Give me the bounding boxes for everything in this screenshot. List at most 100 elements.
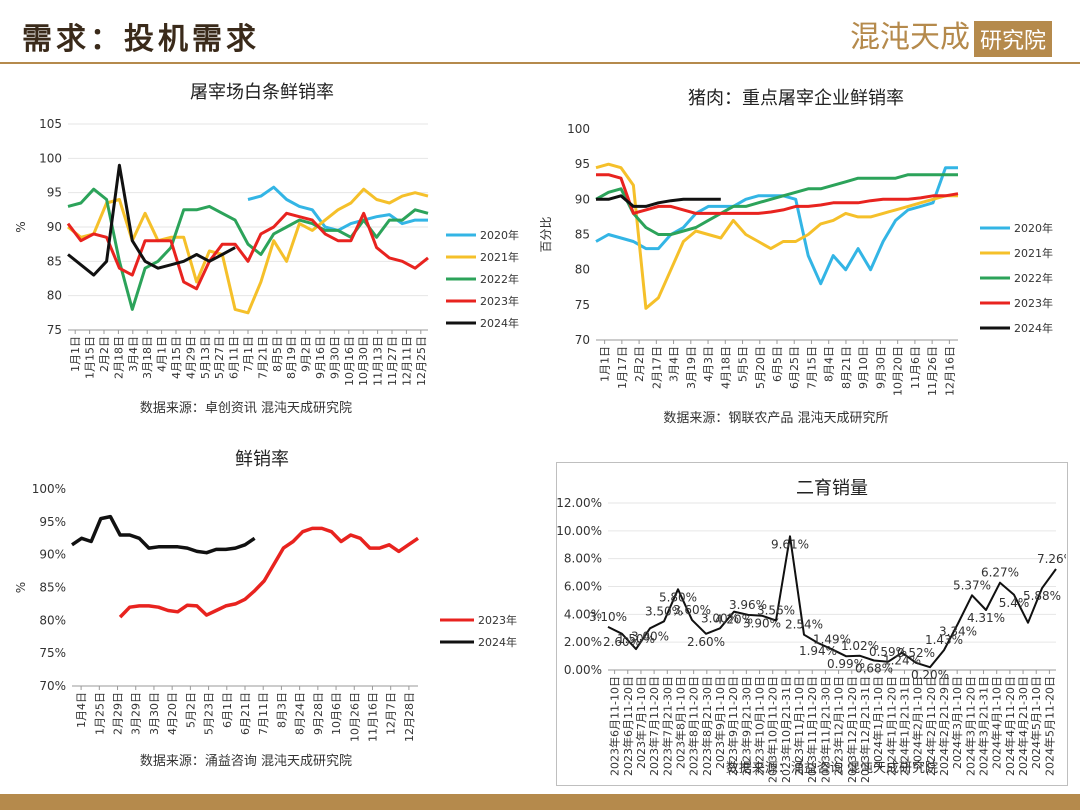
- x-tick-label: 2月29日: [112, 692, 125, 735]
- x-tick-label: 2023年11月11-20日: [805, 676, 819, 783]
- x-tick-label: 2024年1月1-10日: [871, 676, 885, 769]
- source-note: 数据来源：卓创资讯 混沌天成研究院: [140, 401, 352, 416]
- x-tick-label: 2023年7月11-20日: [647, 676, 661, 776]
- y-tick-label: 105: [39, 117, 62, 131]
- chart-secondary-fattening-frame: [556, 462, 1068, 786]
- x-tick-label: 2023年12月21-31日: [858, 676, 872, 783]
- data-label: 5.4%: [999, 596, 1030, 610]
- x-tick-label: 6月11日: [228, 336, 241, 379]
- legend-label-2021: 2021年: [1014, 246, 1053, 260]
- chart-fresh-rate: 鲜销率 70% 75% 80% 85% 90% 95% 100%% 1月4日 1月25日 2月29日…: [0, 440, 540, 794]
- data-label: 9.61%: [771, 537, 809, 551]
- x-tick-label: 2023年9月11-20日: [726, 676, 740, 776]
- x-tick-label: 9月30日: [874, 346, 887, 389]
- data-label: 3.34%: [939, 625, 977, 639]
- series-line-2021: [67, 187, 429, 315]
- x-tick-label: 6月1日: [221, 692, 234, 728]
- x-tick-label: 2023年8月11-20日: [687, 676, 701, 776]
- x-tick-label: 5月5日: [737, 346, 750, 382]
- x-tick-label: 2024年4月21-30日: [1016, 676, 1030, 776]
- y-tick-label: 90: [575, 192, 590, 206]
- x-tick-label: 2023年7月21-30日: [660, 676, 674, 776]
- x-tick-label: 2023年9月21-30日: [739, 676, 753, 776]
- x-tick-label: 11月16日: [366, 692, 379, 742]
- x-tick-label: 12月25日: [415, 336, 428, 386]
- x-tick-label: 2月18日: [112, 336, 125, 379]
- x-tick-label: 2023年7月1-10日: [634, 676, 648, 769]
- x-tick-label: 3月19日: [685, 346, 698, 389]
- x-tick-label: 4月3日: [702, 346, 715, 382]
- data-label: 1.50%: [617, 632, 655, 646]
- x-tick-label: 1月15日: [84, 336, 97, 379]
- x-tick-label: 9月28日: [312, 692, 325, 735]
- x-tick-label: 12月11日: [400, 336, 413, 386]
- x-tick-label: 3月4日: [668, 346, 681, 382]
- x-tick-label: 2024年3月21-31日: [977, 676, 991, 776]
- y-tick-label: 100%: [32, 482, 66, 496]
- legend-label-2020: 2020年: [1014, 221, 1053, 235]
- x-tick-label: 3月4日: [127, 336, 140, 372]
- x-tick-label: 7月1日: [242, 336, 255, 372]
- x-tick-label: 7月11日: [257, 692, 270, 735]
- x-tick-label: 6月25日: [788, 346, 801, 389]
- series-line-2020: [595, 166, 958, 286]
- data-label: 3.00%: [701, 611, 739, 625]
- x-tick-label: 2023年8月21-30日: [700, 676, 714, 776]
- chart-title: 猪肉：重点屠宰企业鲜销率: [688, 88, 904, 109]
- y-tick-label: 100: [39, 151, 62, 165]
- y-tick-label: 95%: [39, 515, 66, 529]
- x-tick-label: 2月2日: [98, 336, 111, 372]
- x-tick-label: 5月2日: [184, 692, 197, 728]
- x-tick-label: 2024年2月11-20日: [924, 676, 938, 776]
- x-tick-label: 3月18日: [141, 336, 154, 379]
- y-tick-label: 80: [575, 263, 590, 277]
- data-label: 0.68%: [855, 662, 893, 676]
- x-tick-label: 1月4日: [75, 692, 88, 728]
- y-axis-label: %: [14, 221, 28, 232]
- data-label: 1.02%: [841, 639, 879, 653]
- x-tick-label: 7月15日: [805, 346, 818, 389]
- series-line-2021: [595, 162, 958, 310]
- y-tick-label: 85: [575, 228, 590, 242]
- source-note: 数据来源：钢联农产品 混沌天成研究所: [663, 411, 888, 426]
- y-tick-label: 4.00%: [564, 607, 602, 621]
- x-tick-label: 2024年5月11-20日: [1042, 676, 1056, 776]
- chart-slaughter-fresh-rate: 屠宰场白条鲜销率 75 80 85 90 95 100 105% 1月1日 1月15日 2月2日 2月…: [0, 70, 540, 434]
- y-tick-label: 85: [47, 254, 62, 268]
- page-title: 需求：投机需求: [22, 22, 260, 57]
- x-tick-label: 8月19日: [285, 336, 298, 379]
- y-tick-label: 70%: [39, 679, 66, 693]
- x-tick-label: 2024年5月1-10日: [1029, 676, 1043, 769]
- x-tick-label: 4月20日: [166, 692, 179, 735]
- chart-c2-svg: 猪肉：重点屠宰企业鲜销率 70 75 80 85 90 95 100 百分比 1月1日 1月17日 2…: [539, 88, 1053, 426]
- x-tick-label: 2月2日: [633, 346, 646, 382]
- y-tick-label: 80%: [39, 613, 66, 627]
- y-tick-label: 95: [47, 186, 62, 200]
- x-tick-label: 10月30日: [357, 336, 370, 386]
- y-tick-label: 75: [575, 298, 590, 312]
- x-tick-label: 1月25日: [93, 692, 106, 735]
- data-label: 2.54%: [785, 618, 823, 632]
- chart-secondary-fattening-sales: 二育销量 0.00% 2.00% 4.00% 6.00% 8.00% 10.00% 12.00…: [556, 462, 1075, 788]
- series-line-2024: [67, 163, 236, 277]
- data-label: 1.49%: [813, 632, 851, 646]
- footer-bar: [0, 794, 1080, 810]
- x-tick-label: 2024年1月11-20日: [884, 676, 898, 776]
- x-tick-label: 2024年2月21-29日: [937, 676, 951, 776]
- x-tick-label: 2023年6月11-20日: [621, 676, 635, 776]
- data-label: 5.88%: [1023, 589, 1061, 603]
- x-tick-label: 12月16日: [943, 346, 956, 396]
- series-line-2024: [596, 194, 721, 208]
- brand-logo: 混沌天成 研究院: [850, 12, 1052, 57]
- chart-title: 屠宰场白条鲜销率: [190, 82, 334, 103]
- y-axis-label: %: [14, 582, 28, 593]
- legend-label-2023: 2023年: [1014, 296, 1053, 310]
- series-line-2023: [66, 211, 429, 291]
- chart-title: 鲜销率: [235, 449, 289, 470]
- series-line-2023: [118, 526, 419, 619]
- y-tick-label: 0.00%: [564, 663, 602, 677]
- x-tick-label: 2023年10月1-10日: [753, 676, 767, 776]
- x-tick-label: 1月1日: [69, 336, 82, 372]
- legend-label-2023: 2023年: [478, 613, 517, 627]
- y-axis-label: 百分比: [540, 216, 553, 252]
